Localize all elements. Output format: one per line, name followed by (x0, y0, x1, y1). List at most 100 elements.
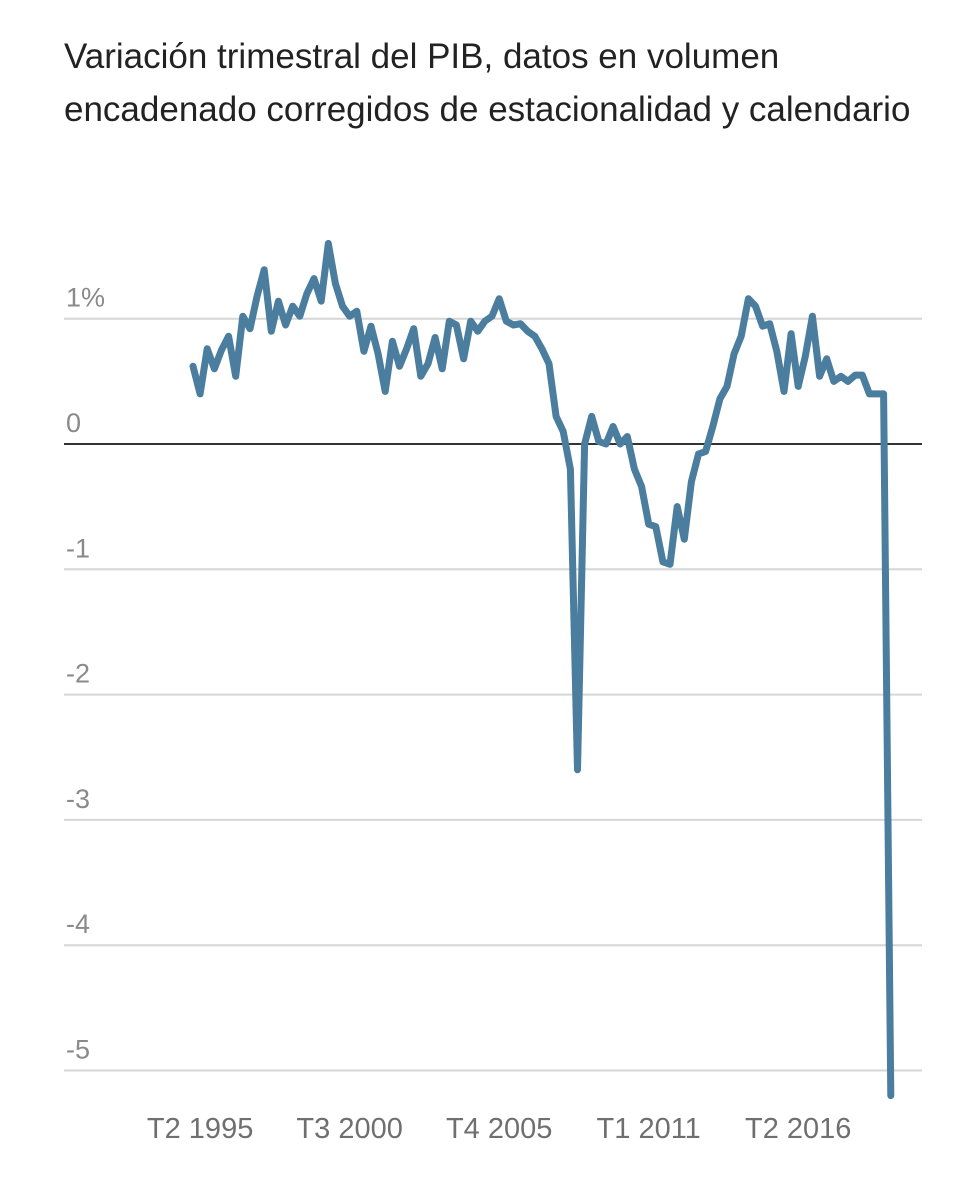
data-point (859, 372, 865, 378)
data-point (881, 391, 887, 397)
data-point (439, 366, 445, 372)
data-point (575, 767, 581, 773)
data-point (760, 323, 766, 329)
data-point (802, 353, 808, 359)
x-tick-label: T2 1995 (147, 1113, 253, 1145)
data-point (304, 291, 310, 297)
x-tick-label: T3 2000 (296, 1113, 402, 1145)
data-point (361, 348, 367, 354)
data-point (874, 391, 880, 397)
data-point (596, 439, 602, 445)
data-point (275, 298, 281, 304)
x-tick-label: T2 2016 (745, 1113, 851, 1145)
data-point (767, 321, 773, 327)
gridlines (64, 317, 922, 1072)
data-point (404, 346, 410, 352)
y-tick-label: -5 (66, 1035, 90, 1065)
data-point (475, 328, 481, 334)
data-point (624, 434, 630, 440)
data-point (610, 424, 616, 430)
x-tick-label: T4 2005 (446, 1113, 552, 1145)
data-point (468, 318, 474, 324)
data-point (653, 524, 659, 530)
data-point (731, 351, 737, 357)
data-point (724, 383, 730, 389)
data-point (254, 293, 260, 299)
data-point (325, 241, 331, 247)
data-point (368, 323, 374, 329)
data-point (518, 321, 524, 327)
series-layer (189, 240, 895, 1100)
data-point (631, 466, 637, 472)
data-point (197, 391, 203, 397)
data-point (745, 296, 751, 302)
data-point (482, 318, 488, 324)
data-point (710, 424, 716, 430)
data-point (510, 322, 516, 328)
y-tick-label: -4 (66, 909, 90, 939)
data-point (354, 308, 360, 314)
data-point (446, 318, 452, 324)
data-point (717, 396, 723, 402)
data-point (411, 326, 417, 332)
data-point (617, 441, 623, 447)
data-point (674, 504, 680, 510)
data-point (418, 373, 424, 379)
data-point (340, 303, 346, 309)
y-tick-label: 1% (66, 283, 105, 313)
data-point (382, 388, 388, 394)
data-point (375, 351, 381, 357)
data-point (268, 328, 274, 334)
data-point (774, 348, 780, 354)
data-point (589, 413, 595, 419)
data-point (318, 298, 324, 304)
y-tick-label: -2 (66, 659, 90, 689)
data-point (831, 378, 837, 384)
data-point (838, 373, 844, 379)
data-point (824, 356, 830, 362)
data-point (453, 322, 459, 328)
data-point (667, 561, 673, 567)
data-point (546, 361, 552, 367)
data-point (866, 391, 872, 397)
data-point (809, 313, 815, 319)
y-tick-label: -3 (66, 784, 90, 814)
chart-title: Variación trimestral del PIB, datos en v… (64, 37, 911, 129)
data-point (525, 328, 531, 334)
data-point (233, 373, 239, 379)
y-axis-tick-labels: 1% 0 -1 -2 -3 -4 -5 (66, 283, 105, 1065)
data-point (582, 441, 588, 447)
data-point (247, 326, 253, 332)
data-point (888, 1093, 894, 1099)
data-point (211, 366, 217, 372)
data-point (753, 303, 759, 309)
y-tick-label: -1 (66, 533, 90, 563)
data-point (795, 383, 801, 389)
data-point (219, 347, 225, 353)
x-tick-label: T1 2011 (597, 1113, 701, 1145)
data-point (240, 313, 246, 319)
data-point (389, 338, 395, 344)
data-point (503, 318, 509, 324)
data-point (539, 346, 545, 352)
data-point (397, 363, 403, 369)
data-point (261, 267, 267, 273)
data-point (560, 429, 566, 435)
data-point (660, 559, 666, 565)
data-point (817, 373, 823, 379)
data-point (226, 333, 232, 339)
data-point (297, 313, 303, 319)
data-point (496, 296, 502, 302)
data-point (347, 313, 353, 319)
data-point (432, 335, 438, 341)
data-point (639, 484, 645, 490)
data-point (190, 363, 196, 369)
data-point (788, 331, 794, 337)
data-point (332, 281, 338, 287)
data-point (283, 322, 289, 328)
data-point (852, 372, 858, 378)
data-point (703, 449, 709, 455)
data-point (425, 361, 431, 367)
data-point (567, 466, 573, 472)
